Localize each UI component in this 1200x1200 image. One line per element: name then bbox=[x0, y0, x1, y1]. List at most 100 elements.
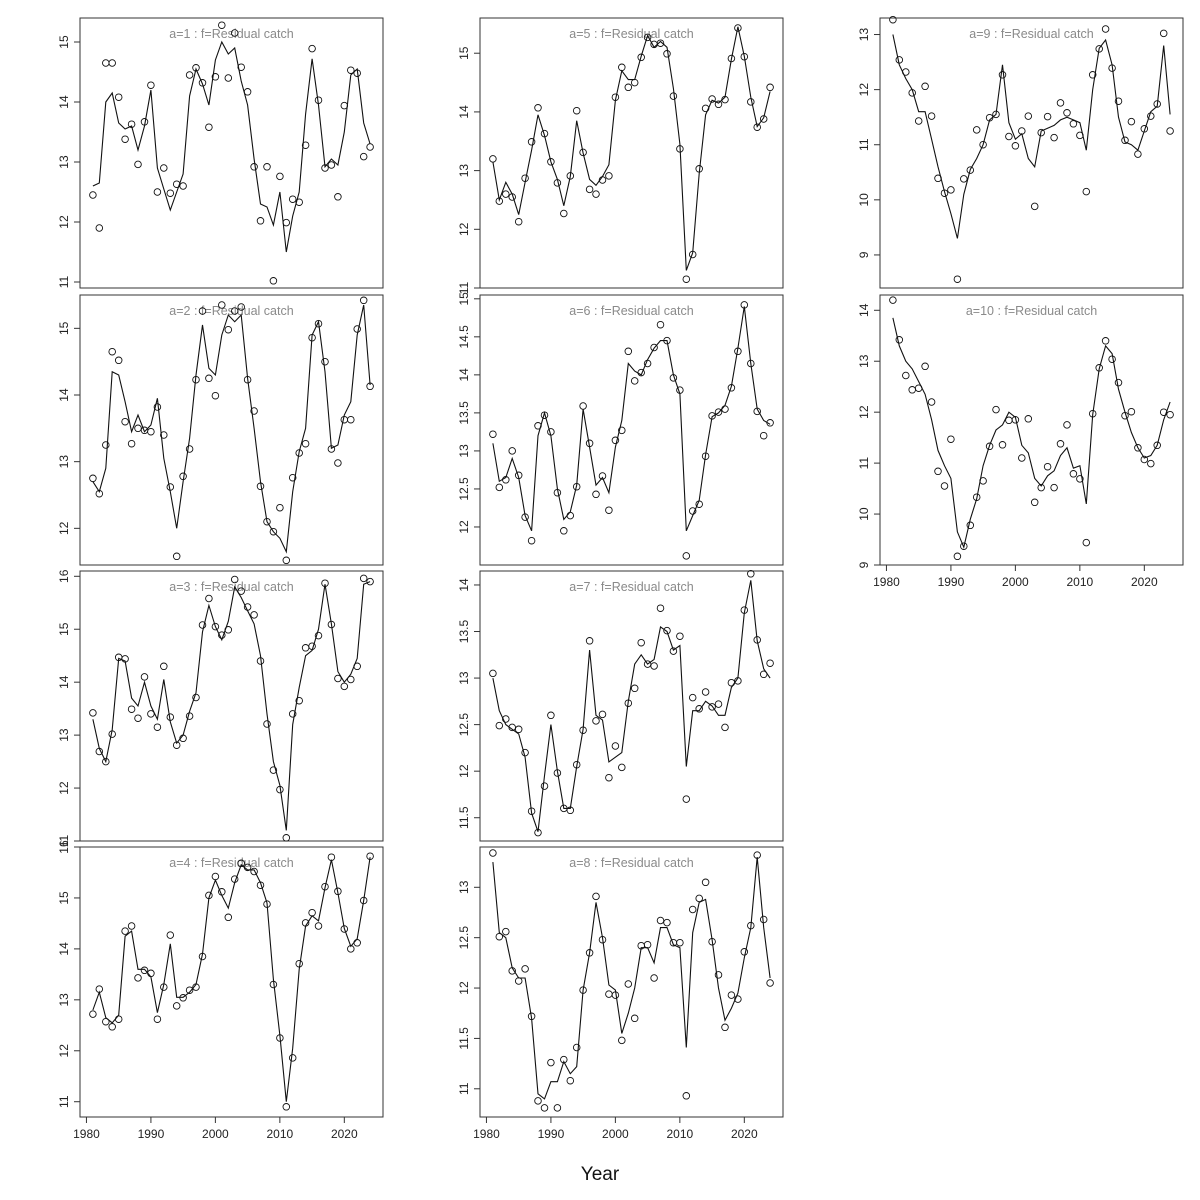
y-tick-label: 14.5 bbox=[457, 325, 471, 349]
observed-point bbox=[102, 441, 110, 449]
y-tick-label: 15 bbox=[457, 46, 471, 60]
observed-point bbox=[495, 721, 504, 730]
observed-point bbox=[153, 403, 162, 411]
observed-point bbox=[166, 713, 175, 721]
y-tick-label: 14 bbox=[57, 942, 71, 956]
observed-point bbox=[179, 472, 187, 481]
fitted-line bbox=[92, 304, 371, 554]
observed-point bbox=[643, 33, 652, 42]
observed-point bbox=[89, 709, 97, 717]
y-tick-label: 16 bbox=[57, 840, 71, 854]
observed-point bbox=[230, 575, 239, 584]
observed-point bbox=[508, 193, 516, 201]
observed-point bbox=[540, 129, 549, 138]
observed-point bbox=[1063, 421, 1071, 429]
x-tick-label: 2000 bbox=[602, 1127, 629, 1141]
observed-point bbox=[147, 81, 155, 89]
observed-point bbox=[347, 66, 355, 74]
panel-a3: a=3 : f=Residual catch 11 12 13 14 15 16 bbox=[57, 569, 384, 847]
y-tick-label: 13 bbox=[857, 28, 871, 42]
observed-point bbox=[1037, 128, 1045, 137]
observed-point bbox=[1166, 410, 1174, 419]
observed-point bbox=[1024, 415, 1033, 423]
fitted-line bbox=[92, 40, 371, 253]
observed-point bbox=[160, 983, 168, 991]
y-tick-label: 16 bbox=[57, 569, 71, 583]
observed-point bbox=[114, 93, 123, 101]
observed-point bbox=[205, 123, 213, 131]
observed-point bbox=[695, 894, 703, 903]
observed-point bbox=[766, 83, 774, 92]
observed-point bbox=[605, 773, 613, 782]
observed-point bbox=[527, 138, 536, 146]
observed-point bbox=[663, 336, 671, 345]
observed-point bbox=[766, 979, 774, 987]
observed-point bbox=[740, 948, 749, 956]
observed-point bbox=[489, 669, 497, 678]
observed-point bbox=[160, 662, 168, 671]
observed-point bbox=[1063, 109, 1071, 117]
observed-point bbox=[630, 684, 639, 693]
x-tick-label: 1990 bbox=[138, 1127, 165, 1141]
observed-point bbox=[340, 925, 349, 933]
observed-point bbox=[1056, 99, 1065, 107]
observed-point bbox=[753, 851, 761, 859]
observed-point bbox=[669, 647, 678, 655]
observed-point bbox=[630, 78, 639, 87]
observed-point bbox=[211, 872, 220, 881]
observed-point bbox=[695, 165, 703, 173]
observed-point bbox=[295, 696, 303, 705]
observed-point bbox=[269, 277, 278, 285]
observed-point bbox=[359, 574, 368, 583]
observed-point bbox=[585, 637, 594, 645]
y-tick-label: 15 bbox=[57, 622, 71, 636]
observed-point bbox=[1082, 538, 1091, 547]
observed-point bbox=[560, 209, 568, 218]
observed-point bbox=[592, 490, 600, 499]
y-tick-label: 13 bbox=[457, 880, 471, 894]
observed-point bbox=[688, 507, 697, 515]
observed-point bbox=[243, 863, 252, 872]
fitted-line bbox=[492, 580, 771, 832]
observed-point bbox=[527, 536, 536, 545]
observed-point bbox=[1159, 29, 1168, 38]
observed-point bbox=[1108, 355, 1116, 363]
observed-point bbox=[759, 431, 768, 440]
observed-point bbox=[1076, 475, 1084, 483]
y-tick-label: 13.5 bbox=[457, 620, 471, 644]
observed-point bbox=[572, 760, 581, 769]
observed-point bbox=[747, 98, 755, 106]
observed-point bbox=[198, 79, 207, 87]
observed-point bbox=[998, 71, 1007, 79]
observed-point bbox=[663, 626, 671, 635]
observed-point bbox=[572, 1043, 581, 1052]
y-tick-label: 11 bbox=[57, 275, 71, 288]
observed-point bbox=[495, 197, 504, 205]
y-tick-label: 10 bbox=[857, 193, 871, 207]
observed-point bbox=[127, 705, 136, 713]
observed-point bbox=[1018, 454, 1026, 462]
observed-point bbox=[1101, 25, 1110, 33]
observed-point bbox=[947, 186, 955, 194]
observed-point bbox=[585, 439, 594, 448]
observed-point bbox=[734, 995, 742, 1003]
observed-point bbox=[753, 123, 761, 131]
observed-point bbox=[301, 919, 310, 927]
observed-point bbox=[734, 24, 742, 32]
observed-point bbox=[185, 71, 194, 79]
y-tick-label: 12 bbox=[457, 764, 471, 778]
observed-point bbox=[527, 1012, 536, 1021]
observed-point bbox=[701, 452, 710, 460]
observed-point bbox=[230, 29, 239, 37]
panel-a4: a=4 : f=Residual catch 11 12 13 14 15 16 1980 19… bbox=[57, 840, 384, 1141]
observed-point bbox=[521, 965, 529, 973]
observed-point bbox=[572, 482, 581, 491]
observed-point bbox=[256, 657, 265, 665]
observed-point bbox=[727, 54, 736, 63]
observed-point bbox=[263, 517, 271, 526]
observed-point bbox=[269, 766, 278, 774]
observed-point bbox=[308, 908, 316, 917]
observed-point bbox=[353, 69, 361, 77]
observed-point bbox=[185, 445, 194, 453]
